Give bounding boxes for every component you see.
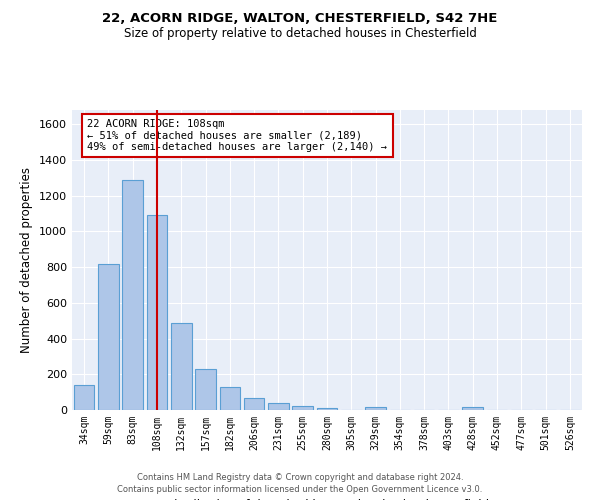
Bar (292, 406, 313, 410)
Bar (220, 387, 240, 410)
Bar (317, 408, 337, 410)
Text: 22, ACORN RIDGE, WALTON, CHESTERFIELD, S42 7HE: 22, ACORN RIDGE, WALTON, CHESTERFIELD, S… (103, 12, 497, 26)
Bar (365, 408, 386, 410)
Bar (244, 398, 265, 410)
Bar (122, 180, 143, 410)
Bar (268, 404, 289, 410)
Bar (195, 369, 216, 410)
X-axis label: Distribution of detached houses by size in Chesterfield: Distribution of detached houses by size … (165, 498, 489, 500)
Bar (146, 216, 167, 410)
Text: 22 ACORN RIDGE: 108sqm
← 51% of detached houses are smaller (2,189)
49% of semi-: 22 ACORN RIDGE: 108sqm ← 51% of detached… (88, 119, 388, 152)
Y-axis label: Number of detached properties: Number of detached properties (20, 167, 34, 353)
Bar (98, 264, 119, 410)
Bar (74, 385, 94, 410)
Text: Contains HM Land Registry data © Crown copyright and database right 2024.: Contains HM Land Registry data © Crown c… (137, 472, 463, 482)
Text: Contains public sector information licensed under the Open Government Licence v3: Contains public sector information licen… (118, 485, 482, 494)
Bar (171, 322, 191, 410)
Bar (463, 408, 483, 410)
Text: Size of property relative to detached houses in Chesterfield: Size of property relative to detached ho… (124, 28, 476, 40)
